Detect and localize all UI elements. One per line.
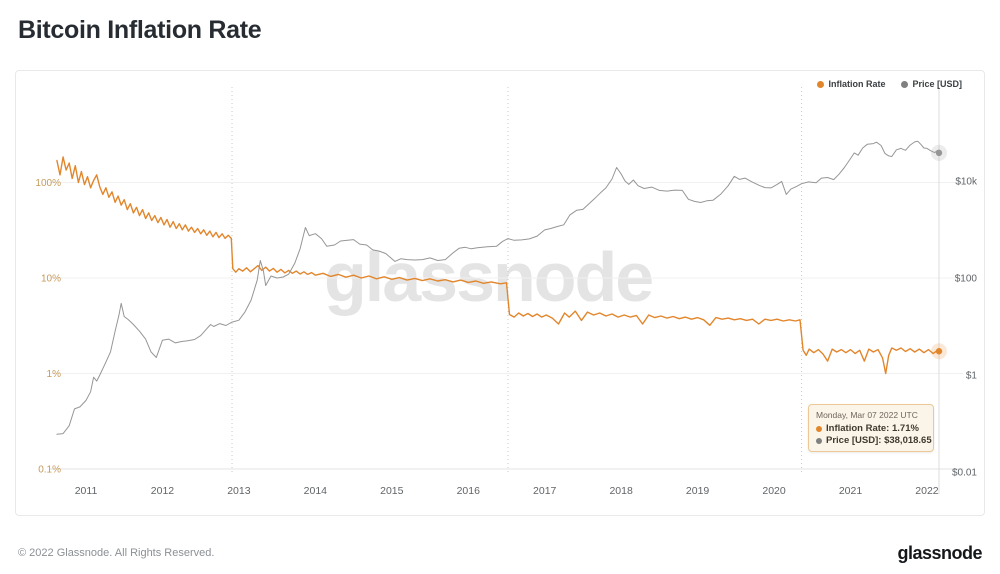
tooltip-row: Price [USD]: $38,018.65: [816, 435, 932, 446]
chart-card: Inflation Rate Price [USD] glassnode 100%…: [15, 70, 985, 516]
legend-item-price-usd[interactable]: Price [USD]: [901, 79, 962, 89]
x-tick-label: 2011: [75, 485, 98, 497]
x-tick-label: 2019: [686, 485, 710, 497]
inflation-rate-dot-icon: [817, 80, 825, 88]
x-tick-label: 2015: [380, 485, 404, 497]
y-right-tick-label: $10k: [955, 177, 978, 188]
y-left-tick-label: 10%: [41, 274, 61, 285]
x-tick-label: 2016: [457, 485, 481, 497]
footer: © 2022 Glassnode. All Rights Reserved. g…: [0, 532, 1000, 574]
tooltip-value: Inflation Rate: 1.71%: [826, 423, 919, 434]
series-line-inflation-rate: [56, 156, 940, 375]
legend-item-inflation-rate[interactable]: Inflation Rate: [817, 79, 885, 89]
x-tick-label: 2013: [227, 485, 251, 497]
chart-tooltip: Monday, Mar 07 2022 UTC Inflation Rate: …: [808, 404, 934, 452]
series-end-dot: [935, 149, 943, 157]
y-left-tick-label: 0.1%: [38, 465, 61, 476]
tooltip-series-dot-icon: [816, 425, 822, 432]
legend-label: Inflation Rate: [828, 79, 886, 89]
price-inflation-chart[interactable]: 100% 10% 1% 0.1% $10k $100 $1 $0.01 2011 2012 2013…: [16, 71, 986, 517]
page-title: Bitcoin Inflation Rate: [18, 16, 262, 44]
price-usd-dot-icon: [901, 80, 909, 88]
tooltip-series-dot-icon: [816, 437, 822, 444]
tooltip-row: Inflation Rate: 1.71%: [816, 423, 926, 434]
y-right-tick-label: $1: [966, 371, 978, 382]
footer-copyright: © 2022 Glassnode. All Rights Reserved.: [18, 547, 215, 559]
x-tick-label: 2022: [915, 485, 939, 497]
chart-legend: Inflation Rate Price [USD]: [817, 79, 962, 89]
x-tick-label: 2020: [762, 485, 786, 497]
y-right-tick-label: $100: [955, 274, 978, 285]
series-end-dot: [935, 348, 943, 355]
tooltip-date: Monday, Mar 07 2022 UTC: [816, 410, 918, 420]
y-left-tick-label: 100%: [35, 178, 61, 189]
series-line-price-usd-: [56, 140, 940, 435]
tooltip-value: Price [USD]: $38,018.65: [826, 435, 932, 446]
x-tick-label: 2021: [839, 485, 863, 497]
x-tick-label: 2012: [151, 485, 175, 497]
x-tick-label: 2018: [609, 485, 633, 497]
x-tick-label: 2014: [304, 485, 328, 497]
glassnode-logo: glassnode: [897, 542, 982, 563]
x-tick-label: 2017: [533, 485, 557, 497]
legend-label: Price [USD]: [912, 79, 962, 89]
y-right-tick-label: $0.01: [952, 468, 977, 479]
y-left-tick-label: 1%: [47, 369, 62, 380]
